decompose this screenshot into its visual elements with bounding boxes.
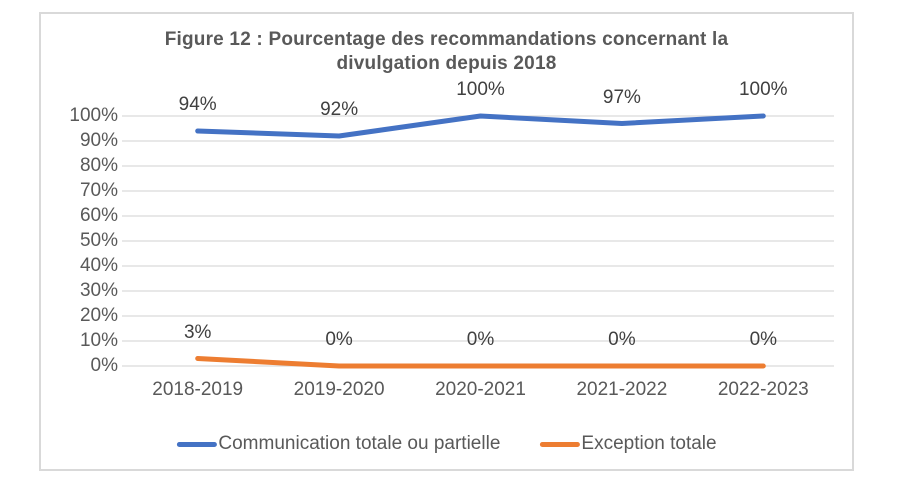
plot-area xyxy=(122,113,834,369)
y-tick-label: 0% xyxy=(90,355,118,376)
data-label: 3% xyxy=(183,321,212,343)
data-label: 0% xyxy=(466,329,495,350)
legend-swatch xyxy=(176,441,217,447)
legend-item: Communication totale ou partielle xyxy=(176,433,500,455)
data-label: 100% xyxy=(456,79,505,100)
chart-title-line-2: divulgation depuis 2018 xyxy=(336,53,557,74)
series-line xyxy=(195,356,766,369)
y-tick-label: 10% xyxy=(79,330,118,351)
y-tick-label: 90% xyxy=(79,130,118,151)
legend-item: Exception totale xyxy=(539,433,717,455)
y-tick-label: 40% xyxy=(79,255,118,276)
x-axis-label: 2022-2023 xyxy=(717,379,809,400)
legend-swatch xyxy=(539,441,580,447)
data-label: 100% xyxy=(738,79,788,100)
x-axis-label: 2021-2022 xyxy=(576,379,668,400)
y-tick-label: 70% xyxy=(79,180,118,201)
data-label: 94% xyxy=(178,94,217,115)
y-tick-label: 20% xyxy=(79,305,118,326)
x-axis-label: 2018-2019 xyxy=(152,379,244,400)
data-label: 0% xyxy=(325,329,353,350)
chart-title-line-1: Figure 12 : Pourcentage des recommandati… xyxy=(164,29,729,50)
legend: Communication totale ou partielle Excepti… xyxy=(176,433,717,455)
series-line xyxy=(195,113,766,139)
chart-title: Figure 12 : Pourcentage des recommandati… xyxy=(41,28,852,76)
x-axis-label: 2020-2021 xyxy=(435,379,526,400)
y-tick-label: 100% xyxy=(69,105,118,126)
y-tick-label: 60% xyxy=(79,205,118,226)
legend-label: Communication totale ou partielle xyxy=(218,433,501,454)
data-label: 0% xyxy=(749,329,778,350)
chart-frame: Figure 12 : Pourcentage des recommandati… xyxy=(39,12,854,471)
data-label: 92% xyxy=(320,99,359,120)
data-label: 0% xyxy=(608,329,636,350)
y-tick-label: 80% xyxy=(79,155,118,176)
x-axis-label: 2019-2020 xyxy=(293,379,385,400)
y-tick-label: 30% xyxy=(79,280,118,301)
data-label: 97% xyxy=(602,86,641,108)
legend-label: Exception totale xyxy=(581,433,717,454)
y-tick-label: 50% xyxy=(79,230,118,251)
